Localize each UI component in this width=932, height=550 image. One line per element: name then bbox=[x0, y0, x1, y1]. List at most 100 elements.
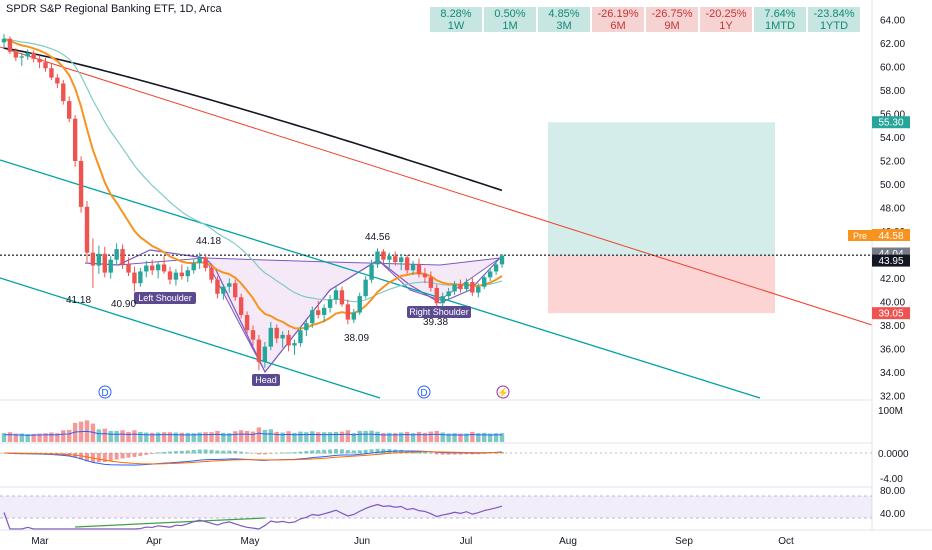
perf-cell-1y[interactable]: -20.25% 1Y bbox=[700, 7, 752, 32]
svg-text:Left Shoulder: Left Shoulder bbox=[138, 293, 192, 303]
candle-body bbox=[327, 299, 333, 308]
left-shoulder-tag[interactable]: Left Shoulder bbox=[134, 292, 196, 304]
time-tick: Jul bbox=[460, 536, 473, 547]
volume-bar bbox=[114, 430, 119, 442]
rsi-divergence-line bbox=[74, 517, 266, 528]
split-event-icon[interactable]: ⚡ bbox=[496, 385, 510, 399]
candle-body bbox=[304, 323, 309, 331]
head-tag[interactable]: Head bbox=[252, 374, 280, 386]
candle-body bbox=[167, 271, 173, 280]
candle-body bbox=[90, 252, 96, 266]
perf-cell-9m[interactable]: -26.75% 9M bbox=[646, 7, 698, 32]
macd-bar bbox=[304, 451, 309, 454]
volume-bar bbox=[316, 432, 321, 442]
rsi-line bbox=[3, 503, 503, 530]
macd-bar bbox=[268, 453, 273, 454]
candle-body bbox=[310, 310, 315, 324]
price-label-box bbox=[872, 307, 910, 320]
volume-bar bbox=[144, 432, 149, 442]
perf-cell-1m[interactable]: 0.50% 1M bbox=[484, 7, 536, 32]
channel-lower-line[interactable] bbox=[0, 277, 381, 399]
macd-bar bbox=[399, 449, 404, 454]
macd-bar bbox=[280, 452, 285, 454]
svg-text:44.58: 44.58 bbox=[878, 231, 903, 242]
time-tick: Apr bbox=[146, 536, 162, 547]
volume-bar bbox=[321, 432, 327, 442]
volume-bar bbox=[274, 431, 279, 442]
candle-body bbox=[185, 270, 190, 277]
volume-bar bbox=[150, 432, 155, 442]
candle-body bbox=[286, 334, 291, 346]
candle-body bbox=[215, 279, 220, 294]
volume-ma-line bbox=[3, 430, 502, 436]
macd-bar bbox=[476, 453, 481, 455]
volume-bar bbox=[37, 433, 42, 442]
perf-cell-1ytd[interactable]: -23.84% 1YTD bbox=[808, 7, 860, 32]
macd-bar bbox=[221, 450, 226, 454]
candle-body bbox=[363, 279, 368, 297]
macd-bar bbox=[102, 453, 107, 462]
volume-bar bbox=[31, 433, 36, 442]
volume-bar bbox=[375, 431, 380, 442]
volume-bar bbox=[452, 433, 457, 442]
annotation-44-18: 44.18 bbox=[196, 236, 221, 247]
channel-upper-line[interactable] bbox=[0, 159, 761, 399]
price-label: 43.95 bbox=[878, 256, 903, 267]
volume-bar bbox=[327, 432, 333, 442]
candle-body bbox=[221, 286, 226, 294]
time-tick: Jun bbox=[354, 536, 370, 547]
macd-bar bbox=[156, 452, 161, 454]
head-and-shoulders-pattern[interactable] bbox=[117, 257, 501, 373]
annotation-40-90: 40.90 bbox=[111, 299, 136, 310]
macd-bar bbox=[434, 453, 439, 455]
dividend-event-icon[interactable]: D bbox=[417, 385, 431, 399]
time-axis[interactable]: Mar Apr May Jun Jul Aug Sep Oct bbox=[31, 536, 794, 547]
time-tick: Aug bbox=[559, 536, 577, 547]
macd-bar bbox=[108, 453, 113, 461]
macd-bar bbox=[96, 453, 101, 463]
candle-body bbox=[13, 51, 19, 58]
volume-bar bbox=[173, 432, 179, 442]
premarket-label: Pre 44.58 bbox=[848, 229, 910, 242]
macd-bar bbox=[422, 452, 427, 454]
macd-bar bbox=[464, 453, 469, 455]
candle-body bbox=[375, 251, 380, 265]
perf-cell-6m[interactable]: -26.19% 6M bbox=[592, 7, 644, 32]
macd-bar bbox=[470, 453, 475, 455]
candle-body bbox=[440, 296, 445, 304]
candle-body bbox=[387, 256, 392, 260]
perf-cell-1w[interactable]: 8.28% 1W bbox=[430, 7, 482, 32]
svg-text:⚡: ⚡ bbox=[497, 386, 509, 399]
candle-body bbox=[393, 256, 398, 263]
candle-body bbox=[446, 291, 451, 297]
perf-cell-3m[interactable]: 4.85% 3M bbox=[538, 7, 590, 32]
volume-bar bbox=[203, 432, 208, 442]
candle-body bbox=[173, 272, 179, 280]
volume-bar bbox=[155, 432, 161, 442]
volume-bar bbox=[108, 430, 113, 442]
macd-bar bbox=[126, 453, 131, 458]
macd-bar bbox=[173, 451, 178, 454]
macd-bar bbox=[482, 453, 487, 454]
perf-cell-1mtd[interactable]: 7.64% 1MTD bbox=[754, 7, 806, 32]
volume-bar bbox=[422, 432, 428, 442]
macd-bar bbox=[357, 450, 362, 454]
volume-bar bbox=[61, 430, 66, 442]
price-tick: 58.00 bbox=[880, 86, 905, 97]
volume-bar bbox=[298, 431, 303, 442]
descending-trendline[interactable] bbox=[0, 46, 873, 326]
macd-bar bbox=[328, 449, 333, 454]
right-shoulder-tag[interactable]: Right Shoulder bbox=[407, 306, 471, 318]
macd-bar bbox=[452, 453, 457, 455]
volume-bar bbox=[458, 433, 463, 442]
candle-body bbox=[144, 265, 149, 272]
candle-body bbox=[108, 259, 113, 273]
candle-body bbox=[369, 264, 374, 280]
volume-bar bbox=[292, 432, 297, 442]
dividend-event-icon[interactable]: D bbox=[98, 385, 112, 399]
macd-bar bbox=[197, 449, 202, 454]
long-position-tool[interactable] bbox=[548, 122, 775, 314]
candle-body bbox=[298, 330, 303, 344]
candle-body bbox=[126, 264, 131, 273]
